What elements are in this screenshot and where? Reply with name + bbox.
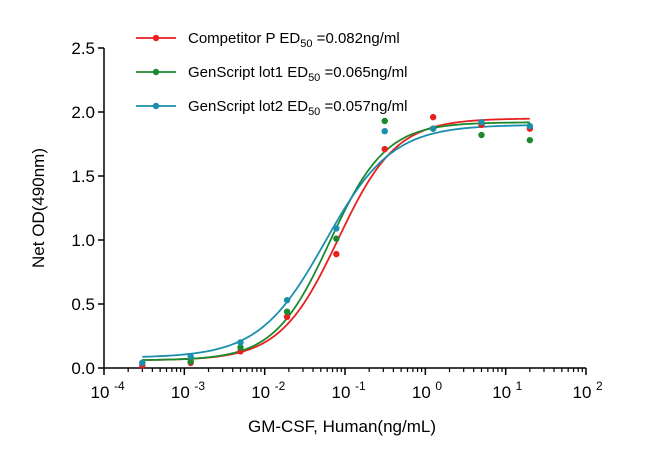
legend-marker bbox=[152, 68, 160, 76]
data-point bbox=[381, 128, 388, 135]
data-point bbox=[381, 145, 388, 153]
axes: 0.0 0.5 1.0 1.5 2.0 2.5 10 -4 10 -3 10 -2 10 -1 10 0 10 1… bbox=[71, 39, 603, 402]
data-point bbox=[187, 353, 194, 360]
data-point bbox=[333, 235, 340, 242]
legend-marker bbox=[152, 102, 160, 110]
data-points bbox=[139, 113, 534, 369]
y-tick-label: 1.5 bbox=[71, 167, 95, 186]
x-tick-label: 10 bbox=[91, 383, 110, 402]
data-point bbox=[526, 136, 534, 144]
legend-entry: GenScript lot2 ED50 =0.057ng/ml bbox=[188, 98, 407, 118]
x-axis-label: GM-CSF, Human(ng/mL) bbox=[248, 417, 436, 436]
x-tick-exponent: -2 bbox=[275, 379, 286, 393]
data-point bbox=[139, 359, 146, 367]
y-tick-label: 1.0 bbox=[71, 231, 95, 250]
x-tick-label: 10 bbox=[573, 383, 592, 402]
legend-entry: Competitor P ED50 =0.082ng/ml bbox=[188, 30, 400, 50]
y-tick-label: 2.5 bbox=[71, 39, 95, 58]
data-point bbox=[478, 131, 485, 139]
x-tick-exponent: -3 bbox=[194, 379, 205, 393]
x-tick-label: 10 bbox=[492, 383, 511, 402]
data-point bbox=[478, 119, 485, 126]
x-tick-exponent: 0 bbox=[435, 379, 442, 393]
y-tick-label: 0.0 bbox=[71, 359, 95, 378]
y-tick-label: 0.5 bbox=[71, 295, 95, 314]
x-tick-exponent: 2 bbox=[596, 379, 603, 393]
legend-marker bbox=[152, 34, 160, 42]
data-point bbox=[429, 113, 437, 121]
data-point bbox=[237, 339, 244, 346]
x-tick-label: 10 bbox=[332, 383, 351, 402]
data-point bbox=[381, 117, 388, 125]
y-tick-label: 2.0 bbox=[71, 103, 95, 122]
x-tick-exponent: -1 bbox=[355, 379, 366, 393]
legend-entry: GenScript lot1 ED50 =0.065ng/ml bbox=[188, 64, 407, 84]
fit-curve bbox=[142, 124, 530, 358]
data-point bbox=[429, 125, 437, 132]
x-tick-exponent: 1 bbox=[516, 379, 523, 393]
data-point bbox=[187, 358, 194, 365]
data-point bbox=[333, 225, 340, 232]
data-point bbox=[333, 250, 340, 258]
x-tick-exponent: -4 bbox=[114, 379, 125, 393]
data-point bbox=[283, 313, 291, 320]
y-axis-label: Net OD(490nm) bbox=[29, 148, 48, 268]
x-tick-label: 10 bbox=[251, 383, 270, 402]
legend: Competitor P ED50 =0.082ng/ml GenScript l… bbox=[136, 30, 407, 118]
data-point bbox=[526, 122, 534, 130]
x-tick-label: 10 bbox=[171, 383, 190, 402]
data-point bbox=[283, 308, 291, 315]
data-point bbox=[237, 344, 244, 351]
x-tick-label: 10 bbox=[412, 383, 431, 402]
data-point bbox=[283, 296, 291, 304]
